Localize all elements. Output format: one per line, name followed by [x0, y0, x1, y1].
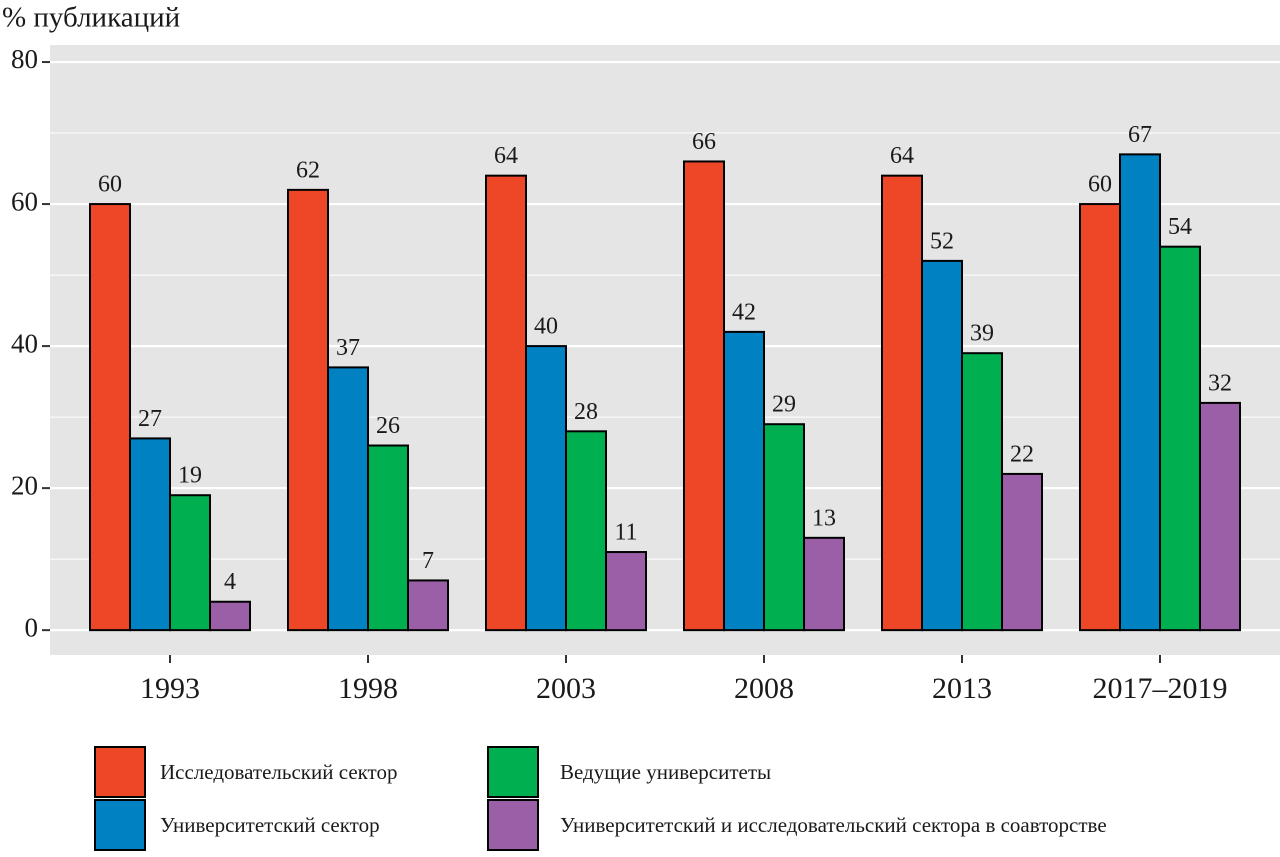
bar — [723, 330, 765, 632]
value-label: 67 — [1128, 122, 1152, 148]
value-label: 13 — [812, 505, 836, 531]
bar — [327, 366, 369, 632]
value-label: 42 — [732, 299, 756, 325]
value-label: 66 — [692, 129, 716, 155]
value-label: 62 — [296, 157, 320, 183]
value-label: 52 — [930, 228, 954, 254]
bar — [525, 345, 567, 632]
value-label: 39 — [970, 321, 994, 347]
bar — [921, 259, 963, 632]
legend-label: Университетский сектор — [160, 813, 380, 837]
x-tick-label: 1998 — [338, 672, 398, 705]
bar — [129, 437, 171, 632]
legend-label: Ведущие университеты — [560, 760, 771, 784]
y-tick-label: 80 — [11, 44, 38, 74]
value-label: 4 — [224, 569, 236, 595]
x-tick-label: 2003 — [536, 672, 596, 705]
value-label: 40 — [534, 314, 558, 340]
value-label: 26 — [376, 413, 400, 439]
plot-background — [50, 45, 1280, 655]
bar — [89, 203, 131, 632]
bar — [565, 430, 607, 632]
bar — [407, 579, 449, 632]
legend-swatch — [94, 746, 146, 798]
legend-swatch — [487, 799, 539, 851]
bar — [961, 352, 1003, 632]
value-label: 64 — [890, 143, 914, 169]
value-label: 27 — [138, 406, 162, 432]
bar — [485, 174, 527, 632]
legend-swatch — [94, 799, 146, 851]
y-tick-label: 40 — [11, 328, 38, 358]
value-label: 11 — [614, 520, 637, 546]
value-label: 60 — [1088, 172, 1112, 198]
legend-label: Исследовательский сектор — [160, 760, 397, 784]
value-label: 29 — [772, 392, 796, 418]
bar — [803, 536, 845, 632]
value-label: 28 — [574, 399, 598, 425]
y-tick-label: 20 — [11, 470, 38, 500]
bar — [287, 188, 329, 632]
legend-label: Университетский и исследовательский сект… — [560, 813, 1107, 837]
y-tick-label: 0 — [25, 612, 39, 642]
y-tick-label: 60 — [11, 186, 38, 216]
value-label: 37 — [336, 335, 360, 361]
value-label: 60 — [98, 172, 122, 198]
value-label: 54 — [1168, 214, 1192, 240]
value-label: 64 — [494, 143, 518, 169]
x-tick-label: 2008 — [734, 672, 794, 705]
value-label: 19 — [178, 463, 202, 489]
value-label: 22 — [1010, 441, 1034, 467]
bar — [209, 600, 251, 632]
y-axis-label: % публикаций — [2, 2, 180, 34]
bar — [1001, 472, 1043, 632]
bar — [881, 174, 923, 632]
x-tick-label: 2017–2019 — [1093, 672, 1228, 705]
bar — [1159, 245, 1201, 632]
value-label: 32 — [1208, 370, 1232, 396]
bar — [1079, 203, 1121, 632]
bar — [683, 160, 725, 632]
bar — [1119, 153, 1161, 632]
x-tick-label: 2013 — [932, 672, 992, 705]
bar — [605, 551, 647, 632]
legend-swatch — [487, 746, 539, 798]
bar — [763, 423, 805, 632]
bar — [367, 444, 409, 632]
bar — [169, 494, 211, 632]
bar — [1199, 401, 1241, 632]
x-tick-label: 1993 — [140, 672, 200, 705]
value-label: 7 — [422, 548, 434, 574]
